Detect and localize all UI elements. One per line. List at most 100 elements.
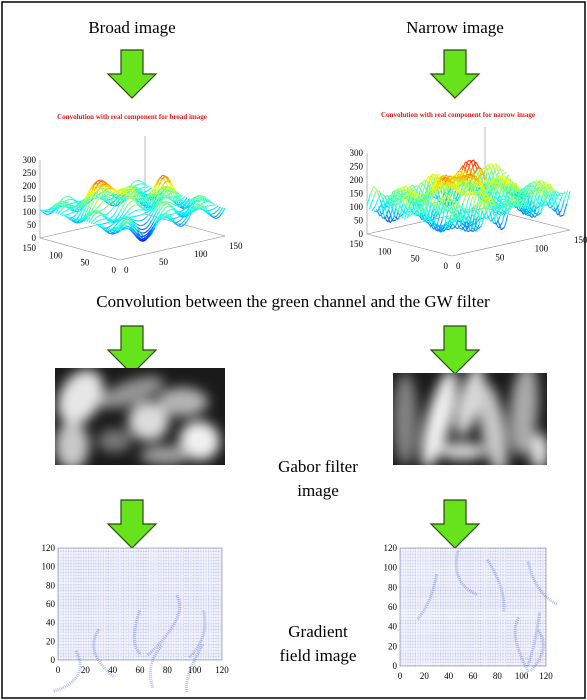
surface-mesh xyxy=(165,176,168,177)
surface-mesh xyxy=(66,209,69,211)
gabor-blob xyxy=(393,373,418,465)
y-tick-label: 80 xyxy=(46,580,56,590)
surface-mesh xyxy=(119,191,122,192)
surface-mesh xyxy=(127,202,130,206)
surface-mesh xyxy=(168,202,171,203)
x-tick-label: 80 xyxy=(493,671,503,681)
arrow xyxy=(108,500,156,548)
surface-mesh xyxy=(60,198,63,201)
x-tick-label: 100 xyxy=(188,665,202,675)
x-tick-label: 60 xyxy=(136,665,146,675)
surface-mesh xyxy=(111,206,114,210)
surface-mesh xyxy=(100,181,103,182)
surface-mesh xyxy=(179,205,182,206)
surface-mesh xyxy=(45,211,48,212)
gabor-blob xyxy=(140,446,191,465)
surface-mesh xyxy=(136,184,139,185)
surface-mesh xyxy=(419,197,422,198)
surface-mesh xyxy=(207,205,210,206)
surface-mesh xyxy=(71,211,74,213)
surface-mesh xyxy=(157,210,160,215)
surface-mesh xyxy=(143,228,146,229)
surface-mesh xyxy=(431,224,434,225)
surface-mesh xyxy=(142,240,145,241)
y-tick-label: 120 xyxy=(384,543,398,553)
x-tick-label: 60 xyxy=(469,671,479,681)
surface-mesh xyxy=(144,223,147,225)
surface-mesh xyxy=(110,234,113,235)
surface-mesh xyxy=(141,188,144,189)
surface-mesh xyxy=(373,192,376,201)
surface-mesh xyxy=(68,213,71,214)
surface-mesh xyxy=(91,200,94,207)
surface-mesh xyxy=(441,198,444,199)
surface-mesh xyxy=(554,192,557,193)
surface-mesh xyxy=(49,213,52,215)
y-tick-label: 150 xyxy=(23,243,37,253)
gradient-field xyxy=(400,548,558,672)
surface-mesh xyxy=(214,216,217,217)
x-tick-label: 0 xyxy=(124,265,129,275)
surface-mesh xyxy=(174,205,177,206)
y-tick-label: 40 xyxy=(46,618,56,628)
arrow xyxy=(431,500,479,548)
y-tick-label: 50 xyxy=(411,254,421,264)
surface-mesh xyxy=(131,211,134,213)
y-tick-label: 40 xyxy=(388,622,398,632)
surface-mesh xyxy=(178,226,181,227)
x-tick-label: 120 xyxy=(539,671,553,681)
surface-mesh xyxy=(474,191,477,192)
surface-plot xyxy=(367,127,570,256)
surface-mesh xyxy=(171,203,174,204)
middle-caption: Convolution between the green channel an… xyxy=(96,292,490,311)
surface-mesh xyxy=(171,206,174,208)
surface-mesh xyxy=(175,217,178,218)
surface-mesh xyxy=(563,204,566,215)
surface-mesh xyxy=(198,209,201,210)
surface-mesh xyxy=(132,205,135,206)
axis-line xyxy=(120,236,225,260)
y-tick-label: 20 xyxy=(388,641,398,651)
y-tick-label: 0 xyxy=(444,261,449,271)
y-tick-label: 0 xyxy=(393,661,398,671)
z-tick-label: 150 xyxy=(23,194,37,204)
surface-mesh xyxy=(133,201,136,202)
x-tick-label: 150 xyxy=(574,235,587,245)
surface-mesh xyxy=(499,203,502,205)
surface-mesh xyxy=(182,209,185,211)
surface-mesh xyxy=(560,193,563,194)
surface-mesh xyxy=(94,217,97,220)
surface-mesh xyxy=(472,176,475,177)
surface-mesh xyxy=(144,216,147,219)
surface-mesh xyxy=(93,203,96,208)
surface-mesh xyxy=(410,214,413,216)
y-tick-label: 20 xyxy=(46,636,56,646)
x-tick-label: 100 xyxy=(194,249,208,259)
surface-mesh xyxy=(149,188,152,190)
surface-mesh xyxy=(113,233,116,234)
surface-mesh xyxy=(468,220,471,221)
surface-mesh xyxy=(111,215,114,218)
surface-mesh xyxy=(67,205,70,206)
z-tick-label: 250 xyxy=(350,162,364,172)
surface-mesh xyxy=(122,203,125,208)
surface-mesh xyxy=(101,224,104,225)
x-tick-label: 40 xyxy=(444,671,454,681)
surface-mesh xyxy=(559,196,562,205)
surface-mesh xyxy=(93,222,96,224)
surface-mesh xyxy=(96,220,99,222)
surface-mesh xyxy=(98,204,101,207)
surface-mesh xyxy=(407,212,410,219)
surface-mesh xyxy=(147,219,150,223)
y-tick-label: 0 xyxy=(51,655,56,665)
surface-mesh xyxy=(497,213,500,214)
surface-mesh xyxy=(119,208,122,214)
surface-mesh xyxy=(108,219,111,220)
surface-mesh xyxy=(410,185,413,187)
surface-mesh xyxy=(376,191,379,192)
surface-mesh xyxy=(63,196,66,198)
x-tick-label: 80 xyxy=(163,665,173,675)
surface-mesh xyxy=(172,213,175,214)
surface-mesh xyxy=(126,210,129,214)
surface-mesh xyxy=(71,199,74,200)
